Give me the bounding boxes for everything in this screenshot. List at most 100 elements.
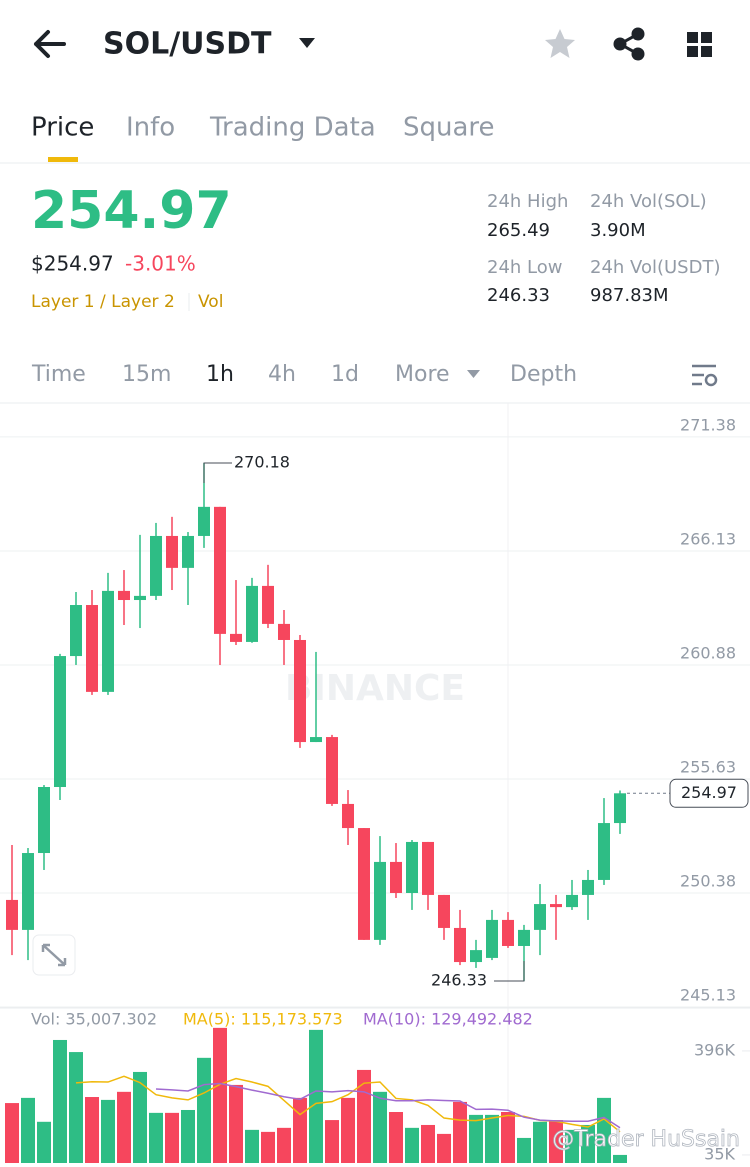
interval[interactable]: Time — [31, 362, 86, 387]
candle-body — [278, 623, 290, 640]
candle-body — [598, 823, 610, 880]
y-tick-label: 396K — [694, 1040, 736, 1059]
volume-bar — [309, 1029, 323, 1163]
chart-settings[interactable] — [692, 364, 718, 387]
volume-bar — [21, 1097, 35, 1163]
stat-label: 24h High — [487, 191, 568, 212]
candle-body — [358, 828, 370, 940]
volume-bar — [421, 1124, 435, 1163]
candle-body — [422, 841, 434, 895]
volume-bar — [117, 1091, 131, 1163]
y-tick-label: 250.38 — [680, 871, 736, 890]
volume-bar — [581, 1124, 595, 1163]
stat-value: 3.90M — [590, 220, 646, 241]
volume-bar — [213, 1027, 227, 1163]
y-tick-label: 35K — [704, 1144, 735, 1163]
volume-bar — [613, 1154, 627, 1163]
low-marker — [494, 960, 525, 982]
candle-body — [118, 590, 130, 601]
candle-body — [566, 894, 578, 908]
candle-body — [518, 929, 530, 946]
candle-body — [134, 595, 146, 601]
tag[interactable]: Layer 1 / Layer 2 — [31, 292, 175, 312]
expand-icon — [41, 943, 67, 967]
y-tick-label: 255.63 — [680, 757, 736, 776]
volume-bar — [149, 1112, 163, 1163]
interval[interactable]: 15m — [122, 362, 171, 387]
tab[interactable]: Price — [31, 113, 94, 143]
candle-body — [214, 506, 226, 634]
candle-body — [438, 894, 450, 928]
candle-body — [6, 899, 18, 930]
candle-body — [70, 605, 82, 657]
candle-body — [54, 656, 66, 788]
candle-body — [502, 919, 514, 946]
stat-value: 246.33 — [487, 285, 550, 306]
volume-bar — [293, 1097, 307, 1163]
candle-body — [406, 841, 418, 893]
candle-body — [294, 639, 306, 743]
legend-entry: MA(10): 129,492.482 — [363, 1010, 533, 1029]
more-dropdown[interactable] — [467, 370, 480, 378]
candle-body — [550, 904, 562, 908]
pair-dropdown[interactable] — [299, 38, 315, 48]
y-tick-label: 245.13 — [680, 986, 736, 1005]
plot: 271.38 266.13 260.88 255.63 250.38 245.13 270.… — [0, 415, 750, 1008]
interval[interactable]: 1d — [331, 362, 359, 387]
legend-entry: MA(5): 115,173.573 — [183, 1010, 343, 1029]
volume-bar — [549, 1120, 563, 1163]
candle-body — [582, 879, 594, 895]
candle-body — [470, 950, 482, 963]
price-change: -3.01% — [125, 252, 196, 276]
interval[interactable]: 4h — [268, 362, 296, 387]
volume-bar — [165, 1112, 179, 1163]
y-tick-label: 266.13 — [680, 529, 736, 548]
volume-bar — [325, 1120, 339, 1163]
volume-bar — [5, 1103, 19, 1163]
candle-body — [614, 793, 626, 824]
ma-line — [155, 1082, 621, 1129]
tab[interactable]: Info — [126, 113, 175, 143]
volume-bar — [37, 1121, 51, 1163]
menu-grid[interactable] — [687, 32, 712, 57]
back-button[interactable] — [34, 30, 66, 58]
pair-title[interactable]: SOL/USDT — [103, 27, 272, 62]
candle-body — [22, 853, 34, 930]
volume-bar — [53, 1039, 67, 1163]
interval[interactable]: More — [395, 362, 450, 387]
volume-bar — [245, 1129, 259, 1163]
favorite-star[interactable] — [545, 29, 575, 58]
interval[interactable]: Depth — [510, 362, 577, 387]
low-label: 246.33 — [431, 970, 487, 989]
tab[interactable]: Square — [403, 113, 495, 143]
candle-body — [390, 861, 402, 893]
candle-body — [150, 535, 162, 596]
volume-bar — [133, 1071, 147, 1163]
share-button[interactable] — [613, 27, 645, 61]
last-price: 254.97 — [31, 181, 232, 241]
tag[interactable]: Vol — [198, 292, 223, 312]
tab-indicator — [48, 157, 78, 162]
volume-bar — [485, 1114, 499, 1163]
candle-body — [246, 585, 258, 642]
volume-bar — [533, 1121, 547, 1163]
candle-body — [102, 590, 114, 692]
stat-label: 24h Vol(USDT) — [590, 257, 720, 278]
watermark: @Trader HuSsain — [552, 1127, 740, 1152]
stat-label: 24h Vol(SOL) — [590, 191, 707, 212]
volume-bar — [469, 1114, 483, 1163]
watermark: BINANCE — [285, 668, 465, 709]
y-tick-label: 260.88 — [680, 643, 736, 662]
last-price-box — [669, 778, 749, 808]
volume-bar — [517, 1137, 531, 1163]
y-tick-label: 271.38 — [680, 415, 736, 434]
volume-bar — [261, 1131, 275, 1163]
stat-label: 24h Low — [487, 257, 562, 278]
tab[interactable]: Trading Data — [209, 113, 376, 143]
stat-value: 987.83M — [590, 285, 669, 306]
volume-bar — [277, 1127, 291, 1163]
candle-body — [326, 737, 338, 804]
stat-value: 265.49 — [487, 220, 550, 241]
interval[interactable]: 1h — [206, 362, 234, 387]
